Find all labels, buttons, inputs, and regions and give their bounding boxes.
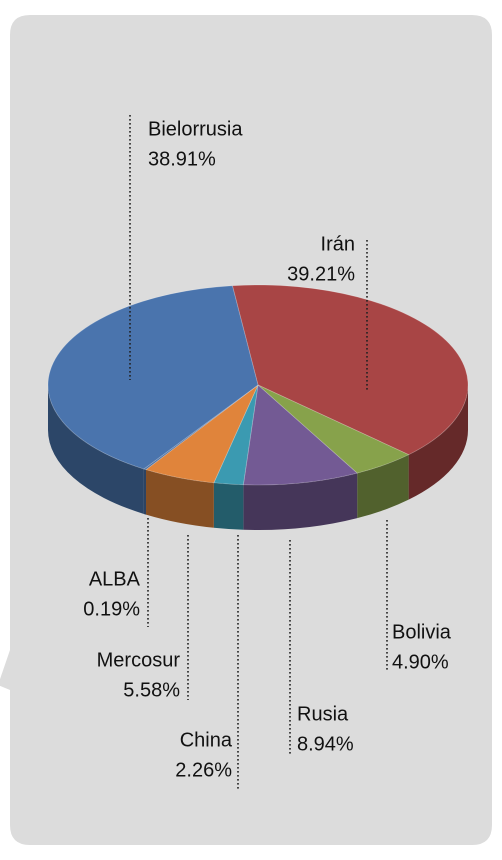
slice-label: Mercosur xyxy=(97,649,181,671)
slice xyxy=(257,384,410,474)
slice xyxy=(213,384,259,486)
slice-side xyxy=(408,385,468,500)
slice-value-label: 39.21% xyxy=(287,263,355,285)
slice-side xyxy=(143,468,147,515)
slice-side xyxy=(357,454,409,519)
slice-label: Rusia xyxy=(297,703,349,725)
slice-value-label: 2.26% xyxy=(175,759,232,781)
slice-side xyxy=(213,482,244,530)
slice xyxy=(143,384,259,471)
slice-label: Bolivia xyxy=(392,621,452,643)
slice-label: Bielorrusia xyxy=(148,118,243,140)
slice-side xyxy=(243,473,358,531)
slice-value-label: 8.94% xyxy=(297,733,354,755)
slice-value-label: 38.91% xyxy=(148,148,216,170)
slice-value-label: 4.90% xyxy=(392,651,449,673)
slice-label: China xyxy=(180,729,233,751)
slice-value-label: 0.19% xyxy=(83,598,140,620)
slice xyxy=(242,384,359,486)
slice-side xyxy=(146,469,214,528)
slice xyxy=(231,284,469,456)
slice-label: Irán xyxy=(321,233,355,255)
slice xyxy=(145,384,259,484)
slice-side xyxy=(48,385,144,514)
slice-value-label: 5.58% xyxy=(123,679,180,701)
slice-label: ALBA xyxy=(89,568,141,590)
slice xyxy=(47,285,259,470)
